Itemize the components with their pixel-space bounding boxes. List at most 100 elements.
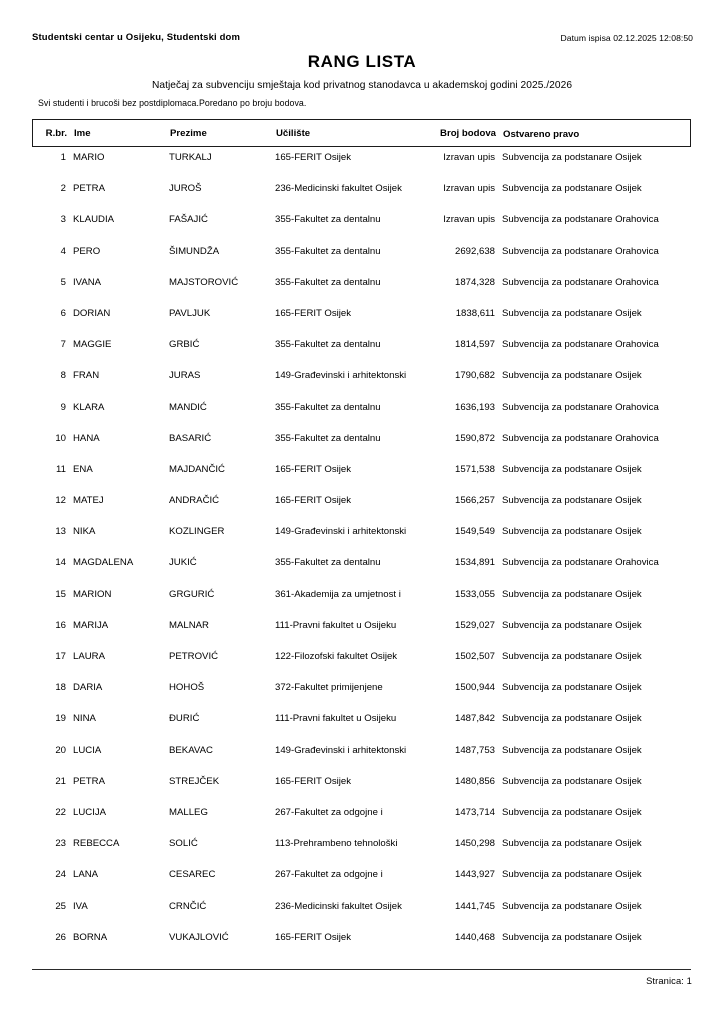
- cell-bodovi: 1566,257: [454, 495, 495, 507]
- cell-uciliste: 165-FERIT Osijek: [275, 775, 352, 787]
- cell-pravo: Subvencija za podstanare Orahovica: [502, 401, 659, 413]
- cell-pravo: Subvencija za podstanare Osijek: [502, 838, 642, 850]
- cell-prezime: SOLIĆ: [169, 838, 198, 850]
- cell-uciliste: 267-Fakultet za odgojne i: [275, 806, 383, 818]
- cell-bodovi: 1874,328: [454, 276, 495, 288]
- cell-uciliste: 111-Pravni fakultet u Osijeku: [275, 713, 397, 725]
- cell-bodovi: 1590,872: [454, 432, 495, 444]
- cell-ime: DORIAN: [73, 307, 111, 319]
- cell-bodovi: 1443,927: [454, 869, 495, 881]
- cell-ime: MARION: [73, 588, 112, 600]
- cell-ime: NIKA: [73, 526, 96, 538]
- table-header-row: R.br. Ime Prezime Učilište Broj bodova O…: [32, 119, 691, 147]
- cell-pravo: Subvencija za podstanare Osijek: [502, 744, 642, 756]
- cell-pravo: Subvencija za podstanare Orahovica: [502, 245, 659, 257]
- table-row: 24 LANA CESAREC 267-Fakultet za odgojne i 14…: [32, 864, 691, 895]
- cell-pravo: Subvencija za podstanare Orahovica: [502, 432, 659, 444]
- cell-ime: LANA: [73, 869, 99, 881]
- cell-ime: ENA: [73, 463, 93, 475]
- cell-rbr: 11: [56, 463, 66, 475]
- cell-prezime: BEKAVAC: [169, 744, 213, 756]
- cell-pravo: Subvencija za podstanare Orahovica: [502, 557, 659, 569]
- table-row: 22 LUCIJA MALLEG 267-Fakultet za odgojne i 1…: [32, 802, 691, 833]
- cell-bodovi: 1473,714: [454, 806, 495, 818]
- cell-ime: LUCIA: [73, 744, 102, 756]
- table-row: 1 MARIO TURKALJ 165-FERIT Osijek Izravan upi…: [32, 147, 691, 178]
- cell-rbr: 10: [55, 432, 66, 444]
- table-row: 23 REBECCA SOLIĆ 113-Prehrambeno tehnološki…: [32, 833, 691, 864]
- cell-rbr: 26: [55, 931, 66, 943]
- cell-pravo: Subvencija za podstanare Osijek: [502, 931, 642, 943]
- table-row: 4 PERO ŠIMUNDŽA 355-Fakultet za dentalnu 269…: [32, 241, 691, 272]
- cell-uciliste: 165-FERIT Osijek: [275, 931, 352, 943]
- cell-rbr: 5: [60, 276, 66, 288]
- cell-bodovi: Izravan upis: [443, 183, 495, 195]
- cell-uciliste: 111-Pravni fakultet u Osijeku: [275, 619, 397, 631]
- cell-bodovi: 1502,507: [454, 651, 495, 662]
- organization-name: Studentski centar u Osijeku, Studentski …: [32, 32, 241, 43]
- cell-uciliste: 149-Građevinski i arhitektonski: [275, 526, 407, 538]
- cell-rbr: 13: [55, 526, 66, 538]
- cell-rbr: 23: [55, 838, 66, 850]
- cell-pravo: Subvencija za podstanare Osijek: [502, 495, 642, 507]
- cell-prezime: MANDIĆ: [169, 401, 207, 413]
- cell-prezime: JURAS: [169, 370, 201, 382]
- footer-page-number: Stranica: 1: [646, 975, 692, 986]
- cell-prezime: JUKIĆ: [169, 557, 197, 569]
- table-row: 15 MARION GRGURIĆ 361-Akademija za umjetnos…: [32, 584, 691, 615]
- cell-bodovi: 1487,842: [454, 713, 495, 725]
- cell-ime: FRAN: [73, 370, 100, 382]
- cell-ime: PERO: [73, 245, 101, 257]
- cell-ime: BORNA: [73, 931, 108, 943]
- cell-pravo: Subvencija za podstanare Orahovica: [502, 214, 659, 226]
- print-date: Datum ispisa 02.12.2025 12:08:50: [560, 33, 693, 43]
- cell-bodovi: 1500,944: [454, 682, 495, 694]
- cell-bodovi: 1814,597: [454, 339, 495, 351]
- page-subtitle: Natječaj za subvenciju smještaja kod pri…: [151, 80, 573, 91]
- cell-pravo: Subvencija za podstanare Osijek: [502, 588, 642, 600]
- cell-bodovi: 1533,055: [454, 588, 495, 600]
- page-note: Svi studenti i brucoši bez postdiplomaca…: [38, 98, 307, 108]
- cell-rbr: 9: [60, 401, 66, 413]
- table-row: 10 HANA BASARIĆ 355-Fakultet za dentalnu 159…: [32, 428, 691, 459]
- cell-rbr: 3: [60, 214, 66, 226]
- cell-bodovi: 1441,745: [454, 900, 495, 912]
- column-header-rbr: R.br.: [45, 128, 67, 139]
- cell-ime: MATEJ: [73, 495, 104, 507]
- cell-rbr: 19: [55, 713, 66, 725]
- cell-uciliste: 113-Prehrambeno tehnološki: [275, 838, 398, 850]
- cell-ime: MAGDALENA: [73, 557, 134, 569]
- cell-uciliste: 165-FERIT Osijek: [275, 152, 352, 163]
- cell-ime: LAURA: [73, 651, 105, 662]
- cell-uciliste: 355-Fakultet za dentalnu: [275, 432, 381, 444]
- cell-pravo: Subvencija za podstanare Osijek: [502, 619, 642, 631]
- cell-rbr: 17: [55, 651, 66, 662]
- table-row: 12 MATEJ ANDRAČIĆ 165-FERIT Osijek 1566,257 S…: [32, 490, 691, 521]
- cell-prezime: PETROVIĆ: [169, 651, 219, 662]
- cell-uciliste: 355-Fakultet za dentalnu: [275, 339, 381, 351]
- table-row: 17 LAURA PETROVIĆ 122-Filozofski fakultet O…: [32, 646, 691, 677]
- column-header-bodovi: Broj bodova: [440, 128, 496, 139]
- cell-prezime: CRNČIĆ: [169, 900, 207, 912]
- cell-ime: NINA: [73, 713, 96, 725]
- cell-prezime: MAJDANČIĆ: [169, 463, 225, 475]
- cell-ime: MAGGIE: [73, 339, 112, 351]
- cell-pravo: Subvencija za podstanare Osijek: [502, 682, 642, 694]
- table-row: 6 DORIAN PAVLJUK 165-FERIT Osijek 1838,611 Su…: [32, 303, 691, 334]
- document-header: Studentski centar u Osijeku, Studentski …: [0, 32, 724, 48]
- cell-prezime: MAJSTOROVIĆ: [169, 276, 239, 288]
- cell-bodovi: 1838,611: [455, 307, 495, 319]
- table-row: 5 IVANA MAJSTOROVIĆ 355-Fakultet za dentaln…: [32, 272, 691, 303]
- cell-prezime: BASARIĆ: [169, 432, 212, 444]
- table-row: 18 DARIA HOHOŠ 372-Fakultet primijenjene 150…: [32, 677, 691, 708]
- table-row: 9 KLARA MANDIĆ 355-Fakultet za dentalnu 1636…: [32, 397, 691, 428]
- cell-bodovi: Izravan upis: [443, 152, 495, 163]
- cell-bodovi: 1571,538: [454, 463, 495, 475]
- cell-rbr: 22: [55, 806, 66, 818]
- cell-ime: IVANA: [73, 276, 102, 288]
- table-row: 21 PETRA STREJČEK 165-FERIT Osijek 1480,856 S…: [32, 771, 691, 802]
- cell-prezime: GRBIĆ: [169, 339, 200, 351]
- cell-uciliste: 355-Fakultet za dentalnu: [275, 557, 381, 569]
- cell-uciliste: 236-Medicinski fakultet Osijek: [275, 900, 402, 912]
